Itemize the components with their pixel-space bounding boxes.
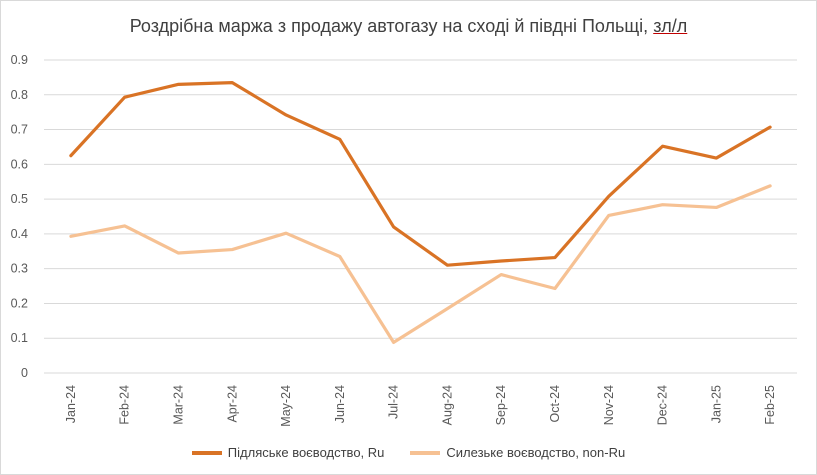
x-tick-label: Mar-24 [171, 385, 185, 425]
y-tick-label: 0.6 [11, 157, 28, 171]
x-tick-label: Jul-24 [387, 385, 401, 419]
x-tick-label: Feb-24 [118, 385, 132, 425]
y-tick-label: 0.8 [11, 88, 28, 102]
x-tick-label: Dec-24 [656, 385, 670, 425]
legend-item-podlaskie: Підляське воєводство, Ru [191, 445, 385, 460]
y-tick-label: 0 [21, 366, 28, 380]
legend: Підляське воєводство, Ru Силезьке воєвод… [0, 445, 817, 460]
x-tick-label: Jun-24 [333, 385, 347, 423]
legend-swatch-podlaskie [191, 450, 222, 455]
x-axis-ticks: Jan-24 Feb-24 Mar-24 Apr-24 May-24 Jun-24 Jul-… [64, 385, 777, 427]
y-tick-label: 0.2 [11, 296, 28, 310]
legend-item-silesia: Силезьке воєводство, non-Ru [410, 445, 625, 460]
chart-title-unit: зл/л [653, 16, 688, 36]
y-tick-label: 0.7 [11, 123, 28, 137]
x-tick-label: Jan-25 [709, 385, 723, 423]
y-tick-label: 0.9 [11, 53, 28, 67]
y-tick-label: 0.1 [11, 331, 28, 345]
legend-label-podlaskie: Підляське воєводство, Ru [227, 445, 385, 460]
legend-label-silesia: Силезьке воєводство, non-Ru [446, 445, 626, 460]
x-tick-label: Sep-24 [494, 385, 508, 425]
series-line-silesia [69, 184, 772, 344]
chart-title: Роздрібна маржа з продажу автогазу на сх… [0, 16, 817, 37]
series-line-podlaskie [69, 81, 772, 267]
x-tick-label: Nov-24 [602, 385, 616, 425]
x-tick-label: Apr-24 [225, 385, 239, 423]
gridlines [44, 59, 797, 374]
y-tick-label: 0.5 [11, 192, 28, 206]
chart-title-main: Роздрібна маржа з продажу автогазу на сх… [129, 16, 649, 36]
legend-swatch-silesia [410, 450, 441, 455]
y-tick-label: 0.3 [11, 262, 28, 276]
series-lines [69, 81, 772, 344]
y-axis-ticks: 0 0.1 0.2 0.3 0.4 0.5 0.6 0.7 0.8 0.9 [11, 53, 28, 380]
x-tick-label: May-24 [279, 385, 293, 427]
x-tick-label: Feb-25 [763, 385, 777, 425]
x-tick-label: Aug-24 [440, 385, 454, 425]
x-tick-label: Jan-24 [64, 385, 78, 423]
y-tick-label: 0.4 [11, 227, 28, 241]
x-tick-label: Oct-24 [548, 385, 562, 423]
